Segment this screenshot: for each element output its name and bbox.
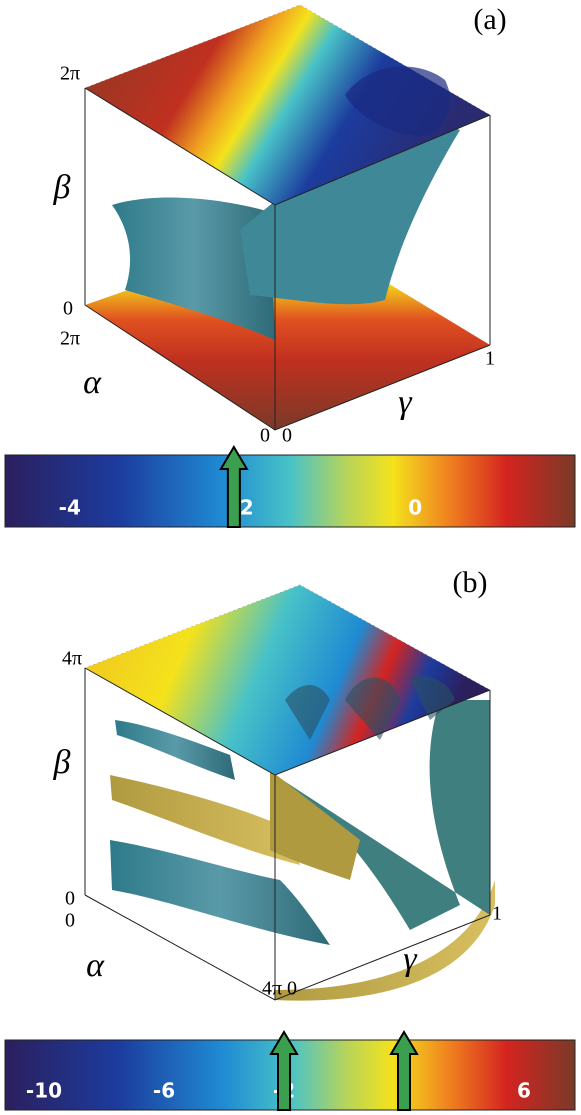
tick-label: 0 bbox=[63, 298, 73, 320]
iso-surface bbox=[275, 880, 495, 1001]
tick-label: 0 bbox=[260, 425, 270, 447]
colorbar-tick-label: -4 bbox=[59, 496, 81, 520]
arrow-marker bbox=[219, 445, 249, 528]
axis-title: α bbox=[86, 947, 105, 984]
panel-label: (b) bbox=[453, 566, 488, 599]
colorbar-tick-label: -10 bbox=[26, 1079, 62, 1103]
tick-label: 0 bbox=[287, 978, 297, 1000]
cube-edge bbox=[84, 667, 491, 1001]
iso-surface bbox=[270, 770, 360, 880]
colorbar-tick-label: 0 bbox=[408, 496, 422, 520]
iso-surface bbox=[110, 775, 300, 865]
tick-label: 0 bbox=[282, 425, 292, 447]
colorbar-a bbox=[4, 454, 576, 528]
colorbar bbox=[4, 454, 576, 528]
tick-label: 4π bbox=[62, 648, 82, 670]
axis-title: β bbox=[53, 169, 71, 206]
panel-b-plot bbox=[84, 584, 495, 1001]
arrow-marker bbox=[389, 1030, 419, 1111]
tick-label: 4π bbox=[262, 978, 282, 1000]
tick-label: 2π bbox=[60, 63, 80, 85]
tick-label: 0 bbox=[65, 910, 75, 932]
axis-title: γ bbox=[403, 941, 418, 978]
iso-surface bbox=[275, 700, 490, 930]
axis-title: γ bbox=[398, 384, 413, 421]
panel-label: (a) bbox=[473, 3, 506, 36]
colorbar-tick-label: 6 bbox=[517, 1079, 531, 1103]
cube-edge bbox=[84, 87, 491, 431]
axis-title: β bbox=[53, 744, 71, 781]
tick-label: 1 bbox=[485, 348, 495, 370]
top-surface bbox=[85, 585, 490, 775]
iso-surface bbox=[115, 720, 235, 780]
panel-a-plot bbox=[84, 4, 491, 431]
iso-surface bbox=[240, 115, 460, 305]
iso-surface bbox=[112, 197, 275, 340]
top-surface bbox=[85, 5, 490, 205]
axis-title: α bbox=[83, 364, 102, 401]
colorbar-tick-label: -6 bbox=[153, 1079, 175, 1103]
tick-label: 0 bbox=[65, 888, 75, 910]
tick-label: 1 bbox=[492, 903, 502, 925]
top-feature bbox=[285, 676, 455, 740]
arrow-marker bbox=[269, 1030, 299, 1111]
tick-label: 2π bbox=[60, 328, 80, 350]
top-feature bbox=[345, 66, 450, 136]
